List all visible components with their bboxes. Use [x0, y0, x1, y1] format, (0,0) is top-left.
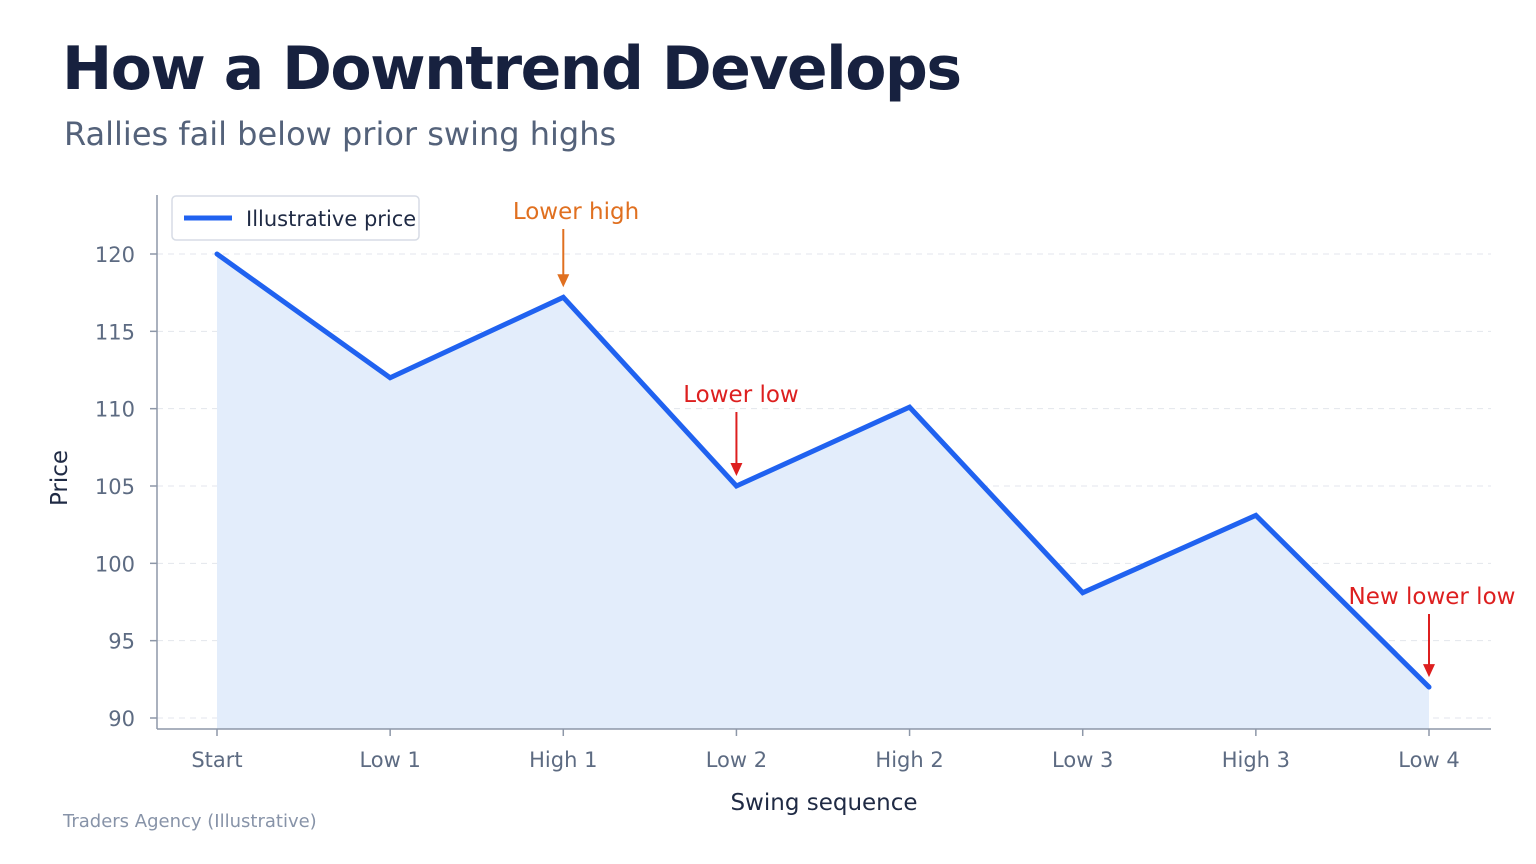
- y-tick-label: 90: [108, 707, 135, 731]
- legend: Illustrative price: [171, 195, 420, 241]
- annotation-new-lower-low: New lower low: [1349, 584, 1516, 678]
- annotation-lower-high: Lower high: [513, 199, 639, 288]
- x-tick-label: Start: [191, 748, 242, 772]
- area-fill: [217, 254, 1429, 729]
- x-axis-title: Swing sequence: [730, 790, 917, 816]
- annotation-arrow-head: [730, 463, 743, 476]
- legend-label: Illustrative price: [246, 207, 416, 231]
- y-axis-title: Price: [47, 450, 73, 506]
- annotation-label: New lower low: [1349, 584, 1516, 610]
- annotation-label: Lower high: [513, 199, 639, 225]
- y-tick-label: 115: [95, 320, 135, 344]
- legend-box: [171, 195, 420, 241]
- x-tick-label: Low 3: [1052, 748, 1113, 772]
- chart-title: How a Downtrend Develops: [62, 34, 962, 104]
- annotation-arrow-head: [557, 274, 570, 288]
- chart-subtitle: Rallies fail below prior swing highs: [64, 115, 617, 153]
- y-tick-label: 120: [95, 243, 135, 267]
- tick-labels: 90 95 100 105 110 115 120 Start Low 1 High 1 Low 2…: [95, 243, 1460, 772]
- price-area: [217, 254, 1429, 729]
- x-tick-label: Low 4: [1398, 748, 1459, 772]
- x-tick-label: Low 2: [706, 748, 767, 772]
- annotation-lower-low: Lower low: [683, 382, 799, 476]
- annotation-arrow-head: [1423, 664, 1435, 678]
- y-tick-label: 105: [95, 475, 135, 499]
- y-tick-label: 95: [108, 630, 135, 654]
- price-line: [214, 251, 1432, 690]
- y-tick-label: 110: [95, 398, 135, 422]
- annotation-label: Lower low: [683, 382, 798, 408]
- x-tick-label: High 1: [529, 748, 597, 772]
- y-tick-label: 100: [95, 552, 135, 576]
- x-tick-label: Low 1: [359, 748, 420, 772]
- price-line-group: [214, 251, 1432, 690]
- source-note: Traders Agency (Illustrative): [63, 811, 317, 832]
- annotations: Lower high Lower low New lower low: [513, 199, 1516, 678]
- x-tick-label: High 3: [1222, 748, 1290, 772]
- x-tick-label: High 2: [875, 748, 943, 772]
